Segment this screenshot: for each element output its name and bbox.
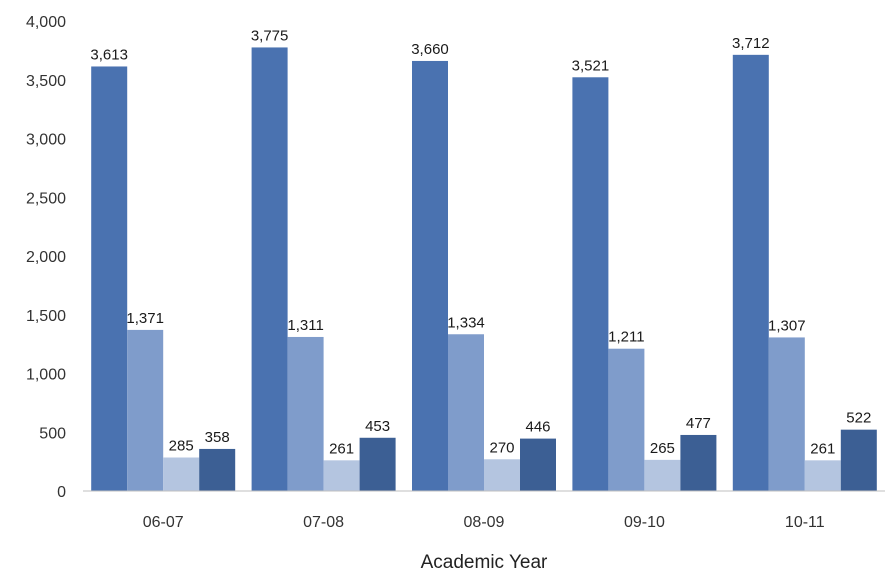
data-label: 285 <box>169 438 194 455</box>
bar <box>572 77 609 491</box>
bar <box>359 437 396 491</box>
bar <box>840 429 877 491</box>
y-tick-label: 1,500 <box>26 308 66 325</box>
data-label: 261 <box>329 440 354 457</box>
data-label: 446 <box>525 419 550 436</box>
bar <box>127 329 164 491</box>
bar <box>251 47 288 491</box>
bar <box>732 54 769 492</box>
y-tick-label: 500 <box>39 425 66 442</box>
bar <box>199 448 236 491</box>
data-label: 1,211 <box>608 329 644 346</box>
y-tick-label: 2,000 <box>26 249 66 266</box>
data-label: 261 <box>810 440 835 457</box>
y-tick-label: 4,000 <box>26 14 66 31</box>
bar <box>323 460 360 491</box>
data-label: 265 <box>650 440 675 457</box>
data-label: 270 <box>489 439 514 456</box>
data-label: 1,371 <box>126 310 164 327</box>
y-tick-label: 0 <box>57 484 66 501</box>
bar <box>163 457 200 491</box>
bar <box>804 460 841 491</box>
bar <box>484 459 520 491</box>
y-tick-label: 2,500 <box>26 190 66 207</box>
data-label: 3,712 <box>732 35 770 52</box>
x-tick-label: 09-10 <box>624 514 665 531</box>
y-axis-tick-labels: 0 500 1,000 1,500 2,000 2,500 3,000 3,500 4,000 <box>26 14 66 501</box>
y-tick-label: 1,000 <box>26 367 66 384</box>
y-tick-label: 3,500 <box>26 73 66 90</box>
bar <box>287 336 324 491</box>
bar <box>608 348 645 491</box>
bar <box>644 459 681 491</box>
x-tick-label: 06-07 <box>143 514 184 531</box>
x-axis-tick-labels: 06-07 07-08 08-09 09-10 10-11 <box>143 514 825 531</box>
data-label: 3,660 <box>411 41 449 58</box>
data-label: 358 <box>205 429 230 446</box>
x-tick-label: 10-11 <box>785 514 825 531</box>
bar <box>412 60 448 491</box>
data-label: 1,334 <box>447 314 485 331</box>
x-tick-label: 07-08 <box>303 514 344 531</box>
bar <box>680 434 717 491</box>
data-label: 1,311 <box>287 317 323 334</box>
data-label: 3,613 <box>90 46 128 63</box>
y-tick-label: 3,000 <box>26 132 66 149</box>
data-label: 453 <box>365 418 390 435</box>
data-label: 3,775 <box>251 27 289 44</box>
data-label: 3,521 <box>572 57 610 74</box>
bar <box>768 337 805 491</box>
data-label: 522 <box>846 410 871 427</box>
bar <box>91 66 128 491</box>
data-label: 1,307 <box>768 317 806 334</box>
bar-series <box>91 47 877 492</box>
bar <box>520 438 556 491</box>
data-label: 477 <box>686 415 711 432</box>
data-labels: 3,613 1,371 285 358 3,775 1,311 261 453 3,660 1,3… <box>90 27 871 457</box>
x-axis-title: Academic Year <box>421 552 548 573</box>
x-tick-label: 08-09 <box>464 514 505 531</box>
bar <box>448 334 484 491</box>
